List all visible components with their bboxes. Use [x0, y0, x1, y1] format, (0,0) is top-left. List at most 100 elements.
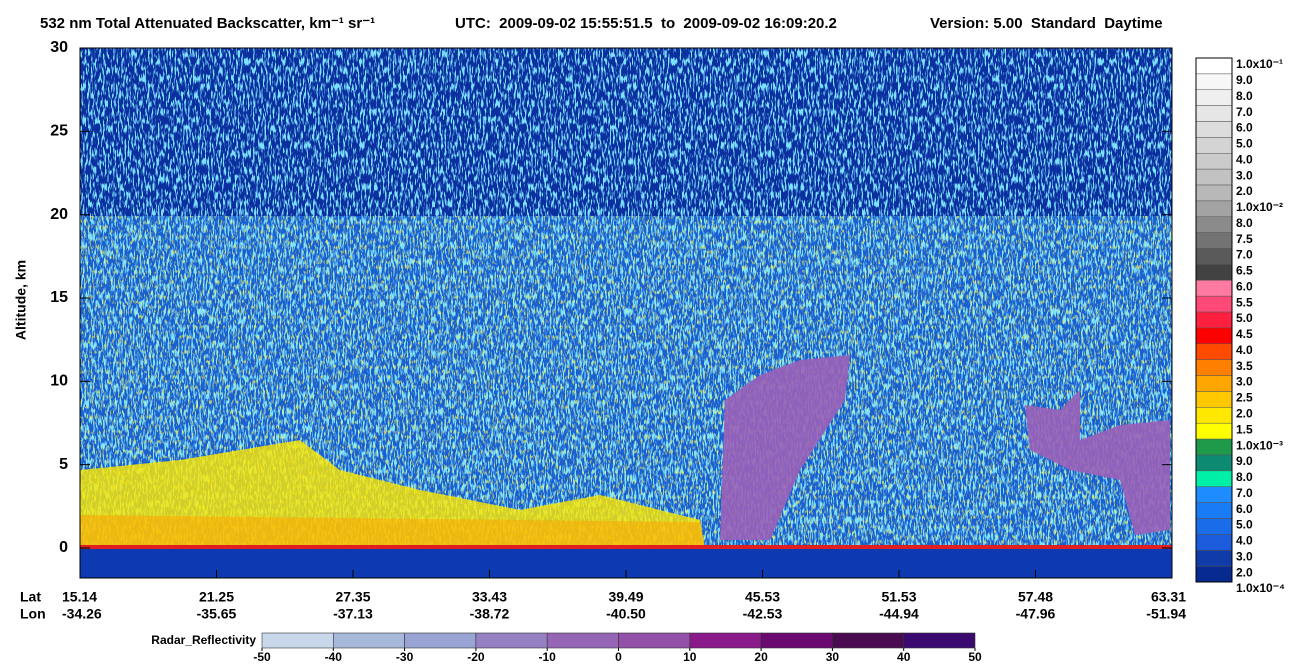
- x-tick-label: -51.94: [1146, 606, 1186, 622]
- colorbar-swatch: [1195, 153, 1233, 170]
- colorbar-label: 2.0: [1236, 407, 1253, 421]
- colorbar-frame: [1195, 57, 1233, 583]
- colorbar-swatch: [1195, 105, 1233, 122]
- colorbar-swatch: [1195, 534, 1233, 551]
- y-tick-label: 30: [50, 39, 68, 56]
- colorbar-label: 5.5: [1236, 295, 1253, 309]
- colorbar-swatch: [1195, 470, 1233, 487]
- colorbar-label: 6.5: [1236, 264, 1253, 278]
- colorbar-swatch: [1195, 502, 1233, 519]
- y-tick-label: 0: [59, 539, 68, 556]
- colorbar-label: 3.0: [1236, 375, 1253, 389]
- y-tick-label: 10: [50, 373, 68, 390]
- colorbar-label: 2.0: [1236, 184, 1253, 198]
- y-axis-label: Altitude, km: [13, 260, 29, 340]
- x-tick-label: 33.43: [472, 589, 507, 605]
- radar-tick-label: -10: [539, 650, 557, 664]
- radar-tick-label: 30: [826, 650, 840, 664]
- x-tick-label: 39.49: [608, 589, 643, 605]
- colorbar-label: 1.0x10⁻²: [1236, 200, 1283, 214]
- backscatter-image: [80, 48, 1172, 578]
- colorbar-label: 7.0: [1236, 105, 1253, 119]
- radar-colorbar-swatch: [546, 632, 619, 649]
- colorbar-swatch: [1195, 375, 1233, 392]
- colorbar-swatch: [1195, 327, 1233, 345]
- x-tick-label: -42.53: [743, 606, 783, 622]
- colorbar-swatch: [1195, 57, 1233, 75]
- y-tick-label: 5: [59, 456, 68, 473]
- y-tick-label: 20: [50, 206, 68, 223]
- x-row-name: Lat: [20, 589, 41, 605]
- y-tick-label: 25: [50, 123, 68, 140]
- colorbar-label: 9.0: [1236, 73, 1253, 87]
- radar-tick-label: -30: [396, 650, 414, 664]
- colorbar-label: 7.0: [1236, 248, 1253, 262]
- x-tick-label: 57.48: [1018, 589, 1053, 605]
- colorbar-label: 4.0: [1236, 534, 1253, 548]
- x-row-name: Lon: [20, 606, 46, 622]
- colorbar-label: 2.0: [1236, 565, 1253, 579]
- radar-colorbar-swatch: [332, 632, 405, 649]
- x-tick-label: -38.72: [470, 606, 510, 622]
- radar-tick-label: 40: [897, 650, 911, 664]
- x-tick-label: -40.50: [606, 606, 646, 622]
- radar-tick-label: -20: [467, 650, 485, 664]
- x-tick-label: 27.35: [335, 589, 370, 605]
- colorbar-swatch: [1195, 280, 1233, 297]
- colorbar-swatch: [1195, 248, 1233, 265]
- colorbar-label: 1.5: [1236, 422, 1253, 436]
- x-tick-label: -37.13: [333, 606, 373, 622]
- colorbar-label: 4.0: [1236, 152, 1253, 166]
- colorbar-label: 4.0: [1236, 343, 1253, 357]
- colorbar-label: 1.0x10⁻³: [1236, 438, 1283, 452]
- colorbar-label: 7.0: [1236, 486, 1253, 500]
- x-tick-label: 15.14: [62, 589, 97, 605]
- radar-colorbar-swatch: [404, 632, 477, 649]
- y-tick-label: 15: [50, 289, 68, 306]
- colorbar-label: 5.0: [1236, 311, 1253, 325]
- colorbar-label: 8.0: [1236, 470, 1253, 484]
- colorbar-swatch: [1195, 168, 1233, 186]
- colorbar-label: 5.0: [1236, 518, 1253, 532]
- colorbar-swatch: [1195, 359, 1233, 376]
- colorbar-swatch: [1195, 311, 1233, 329]
- radar-tick-label: 0: [615, 650, 622, 664]
- colorbar-swatch: [1195, 407, 1233, 424]
- radar-colorbar-swatch: [618, 632, 691, 649]
- x-tick-label: 21.25: [199, 589, 234, 605]
- radar-colorbar-swatch: [475, 632, 548, 649]
- colorbar-swatch: [1195, 486, 1233, 503]
- colorbar-swatch: [1195, 549, 1233, 567]
- colorbar-label: 3.5: [1236, 359, 1253, 373]
- colorbar-swatch: [1195, 121, 1233, 138]
- colorbar-label: 7.5: [1236, 232, 1253, 246]
- colorbar-label: 3.0: [1236, 549, 1253, 563]
- radar-tick-label: -50: [253, 650, 271, 664]
- radar-tick-label: 20: [754, 650, 768, 664]
- x-tick-label: 63.31: [1151, 589, 1186, 605]
- colorbar-label: 6.0: [1236, 279, 1253, 293]
- time-range: UTC: 2009-09-02 15:55:51.5 to 2009-09-02…: [455, 15, 837, 32]
- colorbar-label: 2.5: [1236, 391, 1253, 405]
- colorbar-label: 1.0x10⁻⁴: [1236, 581, 1285, 595]
- colorbar-swatch: [1195, 73, 1233, 91]
- x-tick-label: -35.65: [197, 606, 237, 622]
- radar-colorbar-swatch: [760, 632, 833, 649]
- radar-colorbar-swatch: [903, 632, 976, 649]
- colorbar-label: 8.0: [1236, 89, 1253, 103]
- x-tick-label: -34.26: [62, 606, 102, 622]
- colorbar-swatch: [1195, 295, 1233, 313]
- version: Version: 5.00 Standard Daytime: [930, 15, 1163, 32]
- colorbar-label: 3.0: [1236, 168, 1253, 182]
- radar-colorbar-swatch: [689, 632, 762, 649]
- x-tick-label: -47.96: [1016, 606, 1056, 622]
- colorbar-swatch: [1195, 216, 1233, 233]
- colorbar-swatch: [1195, 518, 1233, 535]
- colorbar-swatch: [1195, 343, 1233, 360]
- radar-tick-label: 50: [968, 650, 982, 664]
- radar-colorbar-label: Radar_Reflectivity: [151, 633, 256, 647]
- colorbar-swatch: [1195, 264, 1233, 281]
- colorbar-label: 1.0x10⁻¹: [1236, 57, 1283, 71]
- colorbar-label: 6.0: [1236, 121, 1253, 135]
